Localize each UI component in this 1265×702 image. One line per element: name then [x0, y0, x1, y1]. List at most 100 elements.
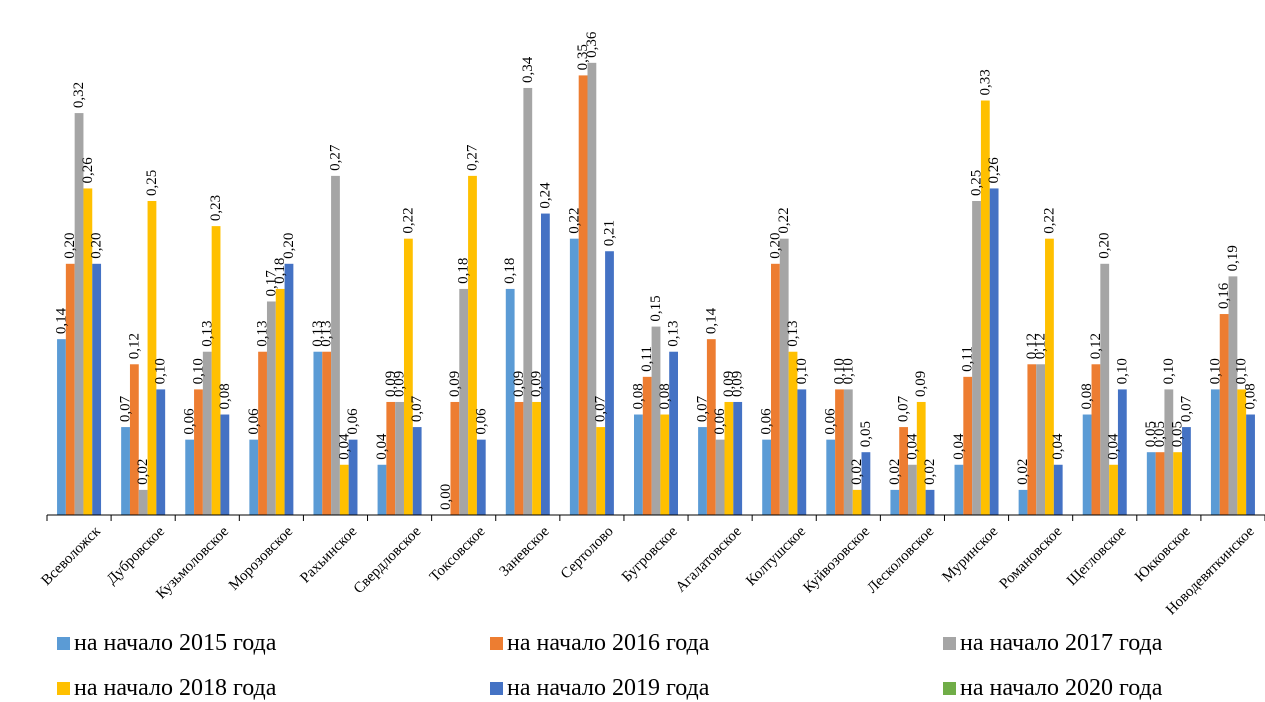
bar [331, 175, 340, 515]
data-label: 0,21 [601, 220, 617, 246]
data-label: 0,07 [695, 395, 711, 422]
legend-item: на начало 2015 года [57, 630, 276, 657]
bar [505, 288, 515, 515]
data-label: 0,14 [703, 307, 719, 334]
bar [1018, 489, 1028, 515]
bar [925, 489, 935, 515]
data-label: 0,10 [1234, 358, 1250, 384]
data-label: 0,16 [1216, 282, 1232, 309]
data-label: 0,13 [785, 320, 801, 346]
data-label: 0,25 [144, 170, 160, 196]
data-label: 0,22 [1041, 207, 1057, 233]
bar [1155, 452, 1165, 515]
bar [1117, 389, 1127, 515]
bar [861, 452, 871, 515]
category-label: Токсовское [427, 523, 489, 585]
legend-swatch [490, 682, 503, 695]
bar [468, 175, 477, 515]
bar [578, 75, 588, 516]
data-label: 0,06 [182, 408, 198, 435]
data-label: 0,26 [986, 157, 1002, 184]
category-label: Муринское [939, 523, 1001, 585]
bar [1210, 389, 1220, 515]
data-label: 0,06 [246, 408, 262, 435]
data-label: 0,36 [584, 31, 600, 58]
data-label: 0,04 [1106, 433, 1122, 460]
legend-label: на начало 2019 года [507, 675, 710, 701]
bar [779, 238, 789, 515]
legend-swatch [490, 637, 503, 650]
legend-label: на начало 2018 года [74, 675, 277, 701]
bar [65, 263, 75, 515]
data-label: 0,11 [639, 346, 655, 372]
data-label: 0,11 [960, 346, 976, 372]
data-label: 0,10 [794, 358, 810, 384]
legend-item: на начало 2017 года [943, 630, 1162, 657]
legend-label: на начало 2017 года [960, 630, 1163, 656]
bar [762, 439, 772, 515]
bar [523, 87, 533, 516]
data-label: 0,08 [1243, 383, 1259, 409]
bar [797, 389, 807, 515]
data-label: 0,32 [71, 82, 87, 108]
bar [963, 376, 973, 515]
bar [972, 201, 981, 515]
data-label: 0,10 [1207, 358, 1223, 384]
category-label: Заневское [496, 523, 552, 579]
bar [156, 389, 166, 515]
data-label: 0,09 [913, 371, 929, 397]
data-label: 0,18 [502, 258, 518, 284]
data-label: 0,25 [969, 170, 985, 196]
bar [569, 238, 579, 515]
data-label: 0,13 [199, 320, 215, 346]
data-label: 0,07 [896, 395, 912, 422]
bar [322, 351, 332, 515]
bar [1091, 364, 1101, 515]
bar [459, 288, 469, 515]
legend-swatch [57, 637, 70, 650]
bar [733, 401, 743, 515]
data-label: 0,10 [190, 358, 206, 384]
bar [715, 439, 725, 515]
bar [121, 427, 130, 515]
data-label: 0,07 [593, 395, 609, 422]
bar [194, 389, 203, 515]
bar [660, 414, 670, 515]
bar [1182, 427, 1191, 515]
data-label: 0,05 [858, 421, 874, 447]
data-label: 0,22 [566, 207, 582, 233]
data-label: 0,06 [712, 408, 728, 435]
bar [1082, 414, 1092, 515]
bar [908, 464, 917, 515]
category-label: Агалатовское [673, 523, 745, 595]
bar [1100, 263, 1110, 515]
bar [698, 427, 707, 515]
bar [395, 401, 404, 515]
legend-label: на начало 2015 года [74, 630, 277, 656]
bar [258, 351, 267, 515]
data-label: 0,02 [849, 459, 865, 485]
legend-swatch [943, 637, 956, 650]
bar [339, 464, 349, 515]
bar [706, 339, 716, 515]
data-label: 0,26 [80, 157, 96, 184]
bar [147, 201, 157, 515]
data-label: 0,02 [887, 459, 903, 485]
data-label: 0,10 [840, 358, 856, 384]
bar [788, 351, 798, 515]
bar [642, 376, 652, 515]
bar [852, 489, 862, 515]
data-label: 0,10 [1114, 358, 1130, 384]
data-label: 0,06 [823, 408, 839, 435]
bar [890, 489, 900, 515]
bar [275, 288, 285, 515]
data-label: 0,07 [409, 395, 425, 422]
bar [74, 113, 84, 515]
legend-item: на начало 2018 года [57, 675, 276, 702]
data-label: 0,05 [1152, 421, 1168, 447]
bar [1027, 364, 1037, 515]
data-label: 0,34 [520, 56, 536, 83]
data-label: 0,05 [1170, 421, 1186, 447]
data-label: 0,04 [336, 433, 352, 460]
bar [916, 401, 926, 515]
